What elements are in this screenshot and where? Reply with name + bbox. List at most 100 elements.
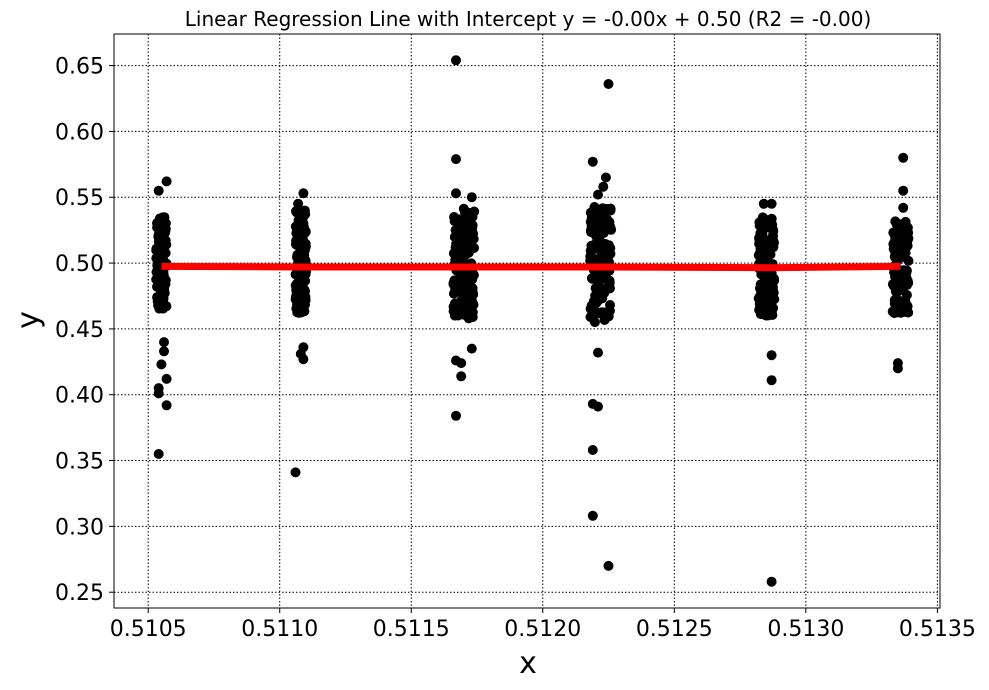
data-point <box>153 388 164 399</box>
data-point <box>458 291 469 302</box>
y-tick-label: 0.45 <box>55 318 104 343</box>
data-point <box>587 445 598 455</box>
data-point <box>602 214 613 225</box>
y-tick-label: 0.35 <box>55 450 104 475</box>
data-point <box>161 400 172 411</box>
data-point <box>596 307 607 318</box>
data-point <box>293 198 304 209</box>
y-tick-label: 0.40 <box>55 384 104 409</box>
x-tick-label: 0.5115 <box>373 617 450 642</box>
y-axis-ticks: 0.25 0.30 0.35 0.40 0.45 0.50 0.55 0.60 0.65 <box>55 55 114 606</box>
data-point <box>159 283 170 294</box>
x-axis-label: x <box>519 646 537 681</box>
data-point <box>764 309 775 319</box>
data-point <box>452 308 462 319</box>
x-axis-ticks: 0.5105 0.5110 0.5115 0.5120 0.5125 0.5130 0.51… <box>110 608 976 642</box>
y-tick-label: 0.55 <box>55 186 104 211</box>
data-point <box>299 205 310 216</box>
data-point <box>299 245 310 256</box>
data-point <box>298 277 309 288</box>
data-point <box>467 283 478 294</box>
data-point <box>593 401 603 412</box>
data-point <box>456 371 467 382</box>
data-point <box>588 214 599 225</box>
data-point <box>153 185 164 196</box>
y-tick-label: 0.65 <box>55 55 104 80</box>
data-point <box>764 244 775 255</box>
data-point <box>157 220 168 231</box>
data-point <box>766 198 777 209</box>
chart-title: Linear Regression Line with Intercept y … <box>185 7 872 31</box>
data-point <box>597 203 608 214</box>
data-point <box>897 246 908 257</box>
data-point <box>451 410 461 421</box>
data-point <box>900 295 911 306</box>
x-tick-label: 0.5135 <box>899 617 976 642</box>
data-point <box>161 176 172 187</box>
data-point <box>297 220 308 231</box>
y-axis-label: y <box>11 311 46 329</box>
data-point <box>290 467 301 478</box>
data-point <box>890 286 901 297</box>
data-point <box>466 192 477 203</box>
data-point <box>605 248 616 259</box>
data-point <box>605 205 616 216</box>
y-tick-label: 0.25 <box>55 581 104 606</box>
data-point <box>466 343 477 354</box>
data-point <box>588 302 599 313</box>
data-point <box>159 346 169 357</box>
data-point <box>451 55 461 66</box>
data-point <box>454 214 465 225</box>
data-point <box>459 299 470 310</box>
data-point <box>890 271 901 282</box>
data-point <box>292 249 303 260</box>
data-point <box>156 359 167 370</box>
data-point <box>593 189 603 200</box>
data-point <box>603 79 614 89</box>
data-point <box>766 375 777 386</box>
data-point <box>765 234 776 245</box>
data-point <box>758 198 769 209</box>
y-tick-label: 0.30 <box>55 515 104 540</box>
y-tick-label: 0.50 <box>55 252 104 277</box>
data-point <box>591 231 602 242</box>
data-point <box>586 273 597 284</box>
data-point <box>892 363 903 374</box>
y-tick-label: 0.60 <box>55 120 104 145</box>
data-point <box>766 223 777 234</box>
data-point <box>298 306 309 316</box>
regression-line-path <box>161 262 901 272</box>
data-point <box>603 560 614 571</box>
data-point <box>604 283 615 294</box>
x-tick-label: 0.5110 <box>241 617 318 642</box>
data-point <box>585 255 596 266</box>
data-point <box>593 347 603 358</box>
data-point <box>298 354 309 365</box>
data-point <box>765 287 775 298</box>
grid <box>114 34 940 608</box>
data-point <box>462 214 473 224</box>
data-point <box>587 156 598 167</box>
data-point <box>151 274 162 285</box>
data-point <box>454 230 465 241</box>
data-point <box>157 293 168 304</box>
data-point <box>598 181 609 192</box>
plot-frame <box>113 33 941 609</box>
data-point <box>899 231 910 242</box>
data-point <box>159 337 169 348</box>
data-point <box>153 232 164 243</box>
data-point <box>898 202 909 213</box>
data-point <box>898 185 909 196</box>
data-point <box>766 576 777 587</box>
x-tick-label: 0.5120 <box>504 617 581 642</box>
data-point <box>766 350 777 361</box>
data-point <box>594 253 605 264</box>
data-point <box>898 152 909 163</box>
data-point <box>156 245 167 256</box>
data-point <box>456 358 467 369</box>
x-tick-label: 0.5105 <box>110 617 187 642</box>
data-points <box>151 55 914 587</box>
data-point <box>153 449 164 459</box>
data-point <box>593 293 604 304</box>
